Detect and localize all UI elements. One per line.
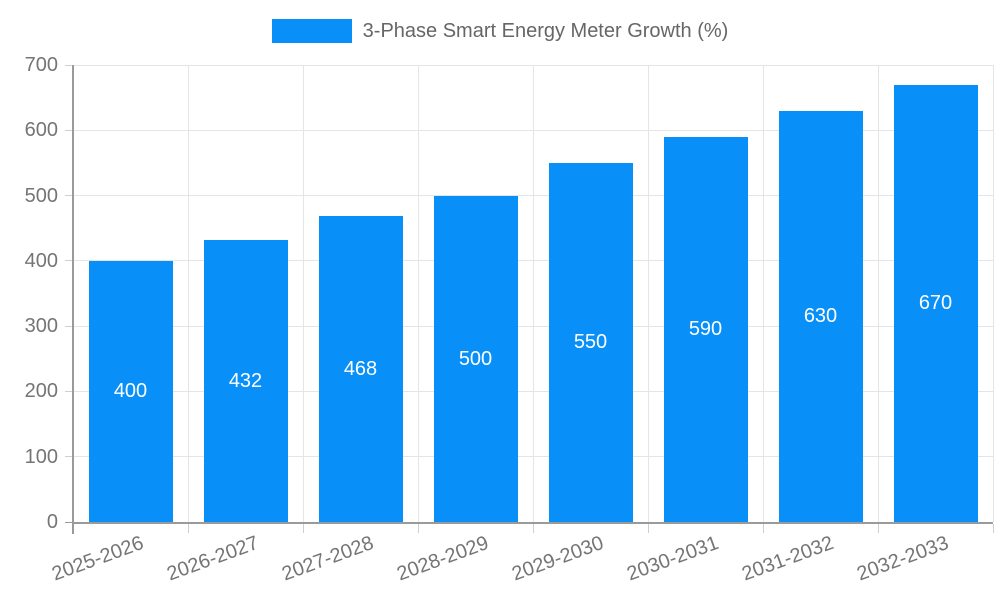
y-tick-mark: [65, 129, 73, 131]
v-gridline: [302, 65, 304, 522]
v-gridline: [417, 65, 419, 522]
bar-2031-2032[interactable]: 630: [778, 110, 863, 522]
bar-2032-2033[interactable]: 670: [893, 84, 978, 522]
y-tick-label: 600: [24, 119, 58, 142]
x-tick-label: 2028-2029: [393, 532, 492, 586]
y-tick-label: 300: [24, 315, 58, 338]
bar-2028-2029[interactable]: 500: [433, 195, 518, 522]
v-gridline: [647, 65, 649, 522]
bar-value-label: 468: [343, 358, 378, 381]
v-gridline: [992, 65, 994, 522]
y-axis-line: [72, 65, 74, 534]
x-tick-label: 2027-2028: [278, 532, 377, 586]
x-tick-label: 2032-2033: [853, 532, 952, 586]
x-tick-label: 2026-2027: [163, 532, 262, 586]
x-tick-mark: [532, 524, 534, 533]
bar-value-label: 630: [803, 305, 838, 328]
bar-value-label: 590: [688, 318, 723, 341]
bar-2027-2028[interactable]: 468: [318, 216, 403, 522]
y-tick-mark: [65, 521, 73, 523]
bar-2029-2030[interactable]: 550: [548, 162, 633, 522]
x-tick-label: 2031-2032: [738, 532, 837, 586]
bar-value-label: 500: [458, 347, 493, 370]
x-tick-mark: [187, 524, 189, 533]
x-tick-label: 2029-2030: [508, 532, 607, 586]
v-gridline: [877, 65, 879, 522]
bar-value-label: 432: [228, 369, 263, 392]
y-tick-mark: [65, 456, 73, 458]
y-tick-mark: [65, 260, 73, 262]
y-tick-label: 400: [24, 249, 58, 272]
x-tick-mark: [302, 524, 304, 533]
y-tick-mark: [65, 64, 73, 66]
bar-value-label: 400: [113, 380, 148, 403]
y-tick-label: 700: [24, 54, 58, 76]
x-tick-mark: [992, 524, 994, 533]
y-tick-label: 100: [24, 445, 58, 468]
bar-2026-2027[interactable]: 432: [203, 239, 288, 522]
v-gridline: [187, 65, 189, 522]
y-tick-mark: [65, 390, 73, 392]
y-tick-label: 200: [24, 380, 58, 403]
y-tick-label: 500: [24, 184, 58, 207]
y-tick-label: 0: [46, 511, 58, 533]
legend-swatch-icon: [271, 19, 352, 43]
x-tick-mark: [877, 524, 879, 533]
legend-label: 3-Phase Smart Energy Meter Growth (%): [362, 20, 729, 42]
bar-2025-2026[interactable]: 400: [88, 260, 173, 522]
x-axis-line: [73, 522, 993, 524]
x-tick-mark: [762, 524, 764, 533]
bar-2030-2031[interactable]: 590: [663, 136, 748, 522]
x-tick-label: 2025-2026: [48, 532, 147, 586]
bar-value-label: 550: [573, 331, 608, 354]
plot-area: 400 432 468 500 550 590 630 670: [73, 64, 994, 522]
v-gridline: [532, 65, 534, 522]
bar-value-label: 670: [918, 292, 953, 315]
x-tick-mark: [417, 524, 419, 533]
x-tick-label: 2030-2031: [623, 532, 722, 586]
legend-item[interactable]: 3-Phase Smart Energy Meter Growth (%): [0, 17, 1000, 45]
y-tick-mark: [65, 325, 73, 327]
y-tick-mark: [65, 195, 73, 197]
v-gridline: [762, 65, 764, 522]
x-tick-mark: [647, 524, 649, 533]
